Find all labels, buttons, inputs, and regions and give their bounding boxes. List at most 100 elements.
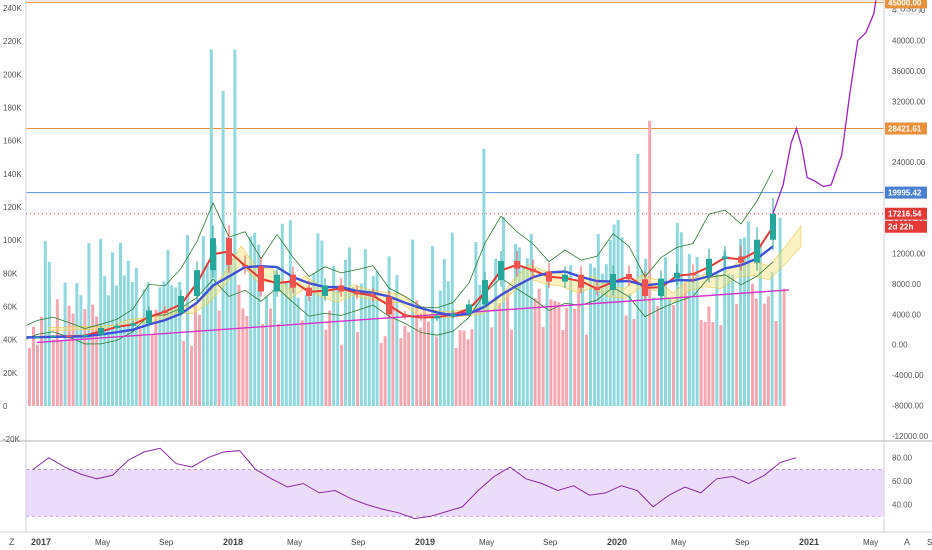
volume-bar[interactable] (506, 291, 509, 406)
volume-bar[interactable] (115, 285, 118, 406)
volume-bar[interactable] (735, 303, 739, 406)
candle-body[interactable] (626, 273, 632, 280)
candle-body[interactable] (274, 274, 280, 292)
volume-bar[interactable] (280, 223, 284, 406)
volume-bar[interactable] (103, 276, 107, 406)
candle-body[interactable] (674, 272, 680, 279)
volume-bar[interactable] (687, 253, 691, 406)
volume-bar[interactable] (743, 237, 746, 406)
candle-body[interactable] (514, 261, 520, 269)
candle-body[interactable] (610, 273, 616, 290)
candle-body[interactable] (66, 335, 72, 337)
candle-body[interactable] (370, 294, 376, 297)
volume-bar[interactable] (581, 281, 584, 406)
volume-bar[interactable] (458, 329, 462, 406)
volume-bar[interactable] (83, 309, 87, 406)
volume-bar[interactable] (628, 293, 632, 406)
volume-bar[interactable] (395, 275, 399, 406)
volume-bar[interactable] (695, 257, 699, 406)
candle-body[interactable] (290, 274, 296, 288)
volume-bar[interactable] (557, 302, 561, 406)
volume-bar[interactable] (517, 247, 521, 406)
zoom-icon[interactable]: Z (9, 537, 15, 547)
volume-bar[interactable] (442, 259, 446, 406)
candle-body[interactable] (658, 278, 664, 297)
volume-bar[interactable] (600, 273, 604, 406)
volume-bar[interactable] (352, 287, 355, 406)
volume-bar[interactable] (205, 262, 209, 406)
price-plot-area[interactable] (18, 0, 884, 407)
volume-bar[interactable] (209, 49, 213, 406)
volume-bar[interactable] (589, 263, 592, 406)
volume-bar[interactable] (545, 273, 549, 406)
volume-bar[interactable] (158, 287, 162, 406)
volume-bar[interactable] (640, 269, 644, 406)
volume-bar[interactable] (604, 264, 608, 406)
candle-body[interactable] (130, 323, 136, 326)
volume-bar[interactable] (146, 282, 150, 406)
candle-body[interactable] (722, 256, 728, 259)
volume-bar[interactable] (723, 250, 727, 406)
volume-bar[interactable] (727, 273, 731, 406)
volume-bar[interactable] (300, 320, 304, 406)
price-tag[interactable] (885, 207, 927, 220)
volume-bar[interactable] (40, 316, 43, 406)
price-tag[interactable] (885, 122, 927, 135)
candle-body[interactable] (594, 287, 600, 290)
candle-body[interactable] (194, 270, 200, 297)
volume-bar[interactable] (340, 344, 344, 406)
candle-body[interactable] (450, 313, 456, 316)
volume-bar[interactable] (28, 347, 31, 406)
volume-bar[interactable] (91, 304, 95, 406)
volume-bar[interactable] (419, 327, 423, 406)
candle-body[interactable] (242, 264, 248, 267)
volume-bar[interactable] (486, 299, 490, 406)
volume-bar[interactable] (257, 244, 261, 406)
volume-bar[interactable] (107, 295, 110, 406)
volume-bar[interactable] (541, 327, 545, 406)
volume-bar[interactable] (411, 239, 415, 406)
candle-body[interactable] (82, 334, 88, 337)
volume-bar[interactable] (126, 260, 130, 406)
volume-bar[interactable] (656, 306, 660, 406)
volume-bar[interactable] (36, 344, 39, 406)
volume-bar[interactable] (59, 341, 63, 406)
volume-bar[interactable] (596, 234, 600, 406)
volume-bar[interactable] (225, 237, 229, 406)
volume-bar[interactable] (652, 297, 656, 406)
volume-bar[interactable] (719, 325, 723, 406)
candle-body[interactable] (50, 335, 56, 338)
volume-bar[interactable] (435, 336, 438, 406)
volume-bar[interactable] (525, 258, 529, 406)
volume-bar[interactable] (186, 235, 189, 406)
volume-bar[interactable] (269, 308, 272, 406)
volume-bar[interactable] (249, 236, 253, 406)
volume-bar[interactable] (498, 303, 502, 406)
volume-bar[interactable] (383, 336, 387, 406)
volume-bar[interactable] (478, 284, 482, 406)
volume-bar[interactable] (194, 304, 197, 406)
volume-bar[interactable] (71, 313, 75, 406)
volume-bar[interactable] (375, 271, 379, 406)
candle-body[interactable] (18, 337, 24, 338)
volume-bar[interactable] (201, 236, 205, 406)
volume-bar[interactable] (672, 305, 675, 406)
volume-bar[interactable] (593, 267, 596, 406)
candle-body[interactable] (226, 238, 232, 265)
volume-bar[interactable] (304, 295, 308, 406)
volume-bar[interactable] (122, 275, 126, 406)
price-panel[interactable] (18, 0, 884, 407)
volume-bar[interactable] (99, 238, 103, 406)
volume-bar[interactable] (379, 342, 383, 406)
volume-bar[interactable] (166, 249, 170, 406)
volume-bar[interactable] (367, 290, 371, 406)
volume-bar[interactable] (482, 148, 486, 407)
volume-bar[interactable] (32, 326, 35, 406)
volume-bar[interactable] (624, 315, 628, 406)
candle-body[interactable] (466, 304, 472, 314)
price-tag[interactable] (885, 0, 927, 9)
volume-bar[interactable] (332, 265, 336, 406)
volume-bar[interactable] (423, 309, 426, 406)
volume-bar[interactable] (758, 245, 762, 406)
volume-bar[interactable] (296, 297, 300, 406)
